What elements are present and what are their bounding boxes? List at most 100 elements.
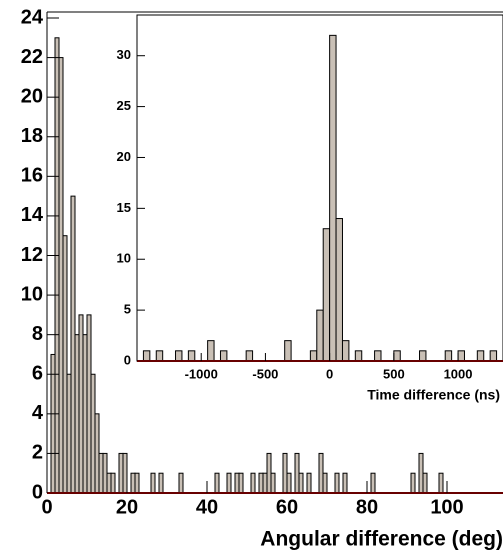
histogram-bar — [418, 452, 424, 494]
x-tick-label: 0 — [326, 366, 333, 381]
x-tick-label: 1000 — [444, 366, 473, 381]
x-tick-label: 40 — [196, 496, 218, 518]
histogram-bar — [82, 334, 88, 494]
histogram-bar — [226, 472, 232, 494]
histogram-bar — [219, 350, 228, 362]
histogram-bar — [207, 340, 215, 362]
histogram-bar — [298, 472, 304, 494]
x-tick-label: -500 — [252, 366, 278, 381]
histogram-bar — [102, 452, 108, 494]
histogram-bar — [110, 472, 116, 494]
histogram-bar — [62, 235, 68, 494]
histogram-bar — [322, 472, 328, 494]
histogram-bar — [284, 340, 292, 362]
histogram-bar — [175, 350, 183, 362]
histogram-bar — [106, 472, 112, 494]
histogram-bar — [457, 350, 465, 362]
histogram-bar — [306, 472, 312, 494]
histogram-bar — [142, 350, 151, 362]
y-tick-label: 8 — [32, 323, 43, 345]
histogram-bar — [374, 350, 382, 362]
x-tick-label: -1000 — [185, 366, 218, 381]
histogram-bar — [410, 472, 416, 494]
histogram-bar — [266, 452, 272, 494]
histogram-bar — [318, 452, 324, 494]
histogram-bar — [70, 195, 76, 494]
histogram-bar — [316, 309, 324, 362]
y-tick-label: 12 — [21, 244, 43, 266]
histogram-bar — [341, 340, 350, 362]
histogram-bar — [342, 472, 348, 494]
y-tick-label: 18 — [21, 125, 43, 147]
histogram-bar — [419, 350, 427, 362]
x-tick-label: 500 — [383, 366, 405, 381]
y-tick-label: 6 — [32, 363, 43, 385]
histogram-bar — [234, 472, 240, 494]
histogram-bar — [214, 472, 220, 494]
y-tick-label: 20 — [21, 85, 43, 107]
x-axis-title: Time difference (ns) — [367, 387, 500, 403]
histogram-bar — [94, 413, 100, 494]
histogram-bar — [444, 350, 453, 362]
histogram-bar — [258, 472, 264, 494]
histogram-bar — [150, 472, 156, 494]
histogram-bar — [354, 350, 363, 362]
histogram-bar — [130, 472, 136, 494]
y-tick-label: 4 — [32, 402, 44, 424]
inset-background — [136, 14, 503, 362]
histogram-bar — [262, 472, 268, 494]
histogram-bar — [334, 472, 340, 494]
histogram-bar — [286, 472, 292, 494]
histogram-bar — [78, 314, 84, 494]
y-tick-label: 0 — [32, 481, 43, 503]
y-tick-label: 5 — [124, 302, 131, 317]
histogram-bar — [155, 350, 164, 362]
histogram-bar — [438, 472, 444, 494]
x-tick-label: 80 — [356, 496, 378, 518]
histogram-bar — [245, 350, 254, 362]
histogram-bar — [86, 314, 92, 494]
histogram-bar — [122, 452, 128, 494]
histogram-bar — [335, 218, 343, 362]
histogram-bar — [322, 228, 331, 362]
y-tick-label: 10 — [117, 251, 131, 266]
y-tick-label: 30 — [117, 47, 131, 62]
histogram-bar — [309, 350, 318, 362]
histogram-bar — [74, 334, 80, 494]
histogram-bar — [294, 452, 300, 494]
x-tick-label: 60 — [276, 496, 298, 518]
histogram-bar — [54, 37, 60, 494]
histogram-bar — [178, 472, 184, 494]
y-tick-label: 25 — [117, 98, 131, 113]
histogram-bar — [58, 57, 64, 494]
x-tick-label: 0 — [41, 496, 52, 518]
x-axis-title: Angular difference (deg) — [260, 528, 503, 551]
histogram-bar — [489, 350, 498, 362]
y-tick-label: 15 — [117, 200, 131, 215]
histogram-bar — [422, 472, 428, 494]
histogram-bar — [50, 353, 56, 494]
histogram-bar — [238, 472, 244, 494]
histogram-bar — [329, 34, 337, 362]
y-tick-label: 14 — [21, 204, 44, 226]
y-tick-label: 20 — [117, 149, 131, 164]
histogram-bar — [270, 472, 276, 494]
histogram-bar — [370, 472, 376, 494]
histogram-bar — [134, 472, 140, 494]
histogram-bar — [476, 350, 485, 362]
histogram-bar — [118, 452, 124, 494]
y-tick-label: 16 — [21, 165, 43, 187]
x-tick-label: 100 — [430, 496, 463, 518]
y-tick-label: 0 — [124, 352, 131, 367]
histogram-bar — [250, 472, 256, 494]
y-tick-label: 10 — [21, 283, 43, 305]
histogram-bar — [158, 472, 164, 494]
histogram-bar — [66, 373, 72, 494]
histogram-bar — [98, 452, 104, 494]
x-tick-label: 20 — [116, 496, 138, 518]
histogram-bar — [187, 350, 196, 362]
y-tick-label: 2 — [32, 442, 43, 464]
y-tick-label: 22 — [21, 46, 43, 68]
y-tick-label: 24 — [21, 6, 44, 28]
